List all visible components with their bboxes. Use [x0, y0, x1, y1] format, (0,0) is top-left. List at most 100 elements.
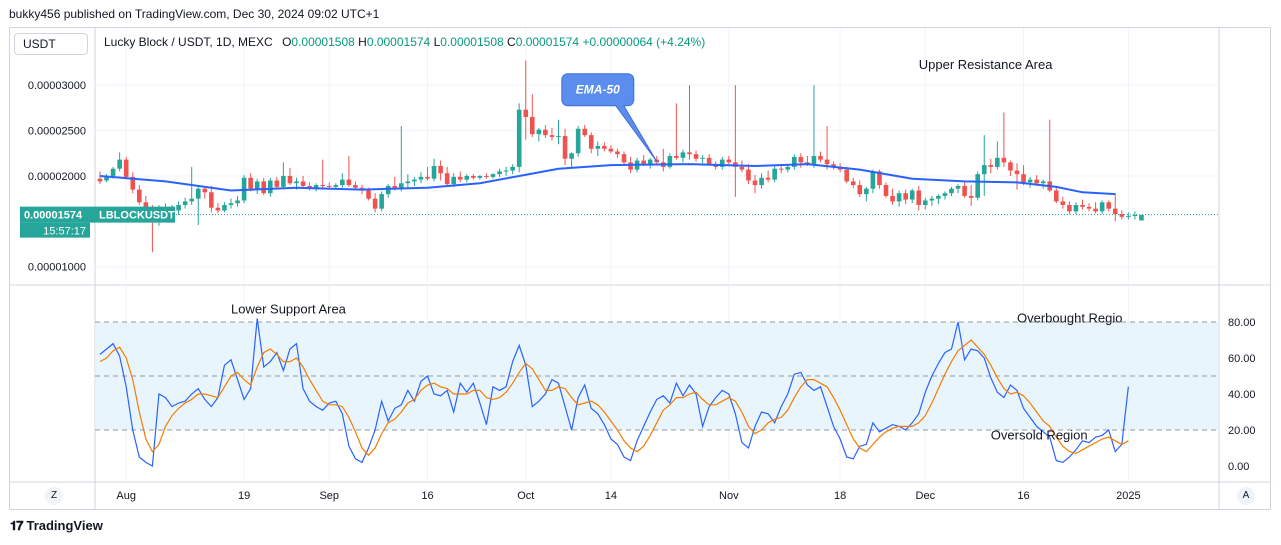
- candle-body: [471, 175, 476, 178]
- candle-body: [215, 207, 221, 211]
- candle-body: [202, 188, 208, 193]
- candle-body: [1040, 181, 1046, 184]
- candle-body: [818, 156, 823, 160]
- candle-body: [877, 171, 882, 186]
- oscillator-band: [95, 214, 1219, 431]
- candle-body: [955, 185, 961, 189]
- oscillator-series-line: [99, 339, 1129, 457]
- candle-body: [693, 154, 699, 159]
- candle-body: [726, 159, 732, 163]
- time-tick-label: Oct: [517, 490, 534, 502]
- candle-body: [857, 185, 863, 195]
- candle-body: [281, 175, 286, 187]
- candle-body: [1001, 157, 1007, 163]
- candle-body: [405, 181, 411, 184]
- time-tick-label: 16: [1017, 490, 1029, 502]
- candle-body: [392, 185, 398, 188]
- candle-body: [418, 176, 424, 180]
- time-tick-label: Sep: [319, 490, 339, 502]
- candle-body: [1060, 201, 1066, 206]
- candle-body: [824, 159, 830, 165]
- ema50-callout-label: EMA-50: [576, 83, 620, 97]
- candle-body: [615, 151, 620, 155]
- candle-body: [667, 156, 673, 167]
- oscillator-axis-ticks: 80.00 60.00 40.00 20.00 0.00: [1228, 317, 1256, 473]
- candle-body: [772, 168, 777, 180]
- auto-scale-right-button[interactable]: A: [1237, 487, 1255, 505]
- candle-body: [1027, 179, 1033, 183]
- tradingview-brand: TradingView: [26, 518, 103, 533]
- candle-body: [228, 203, 234, 206]
- time-tick-label: Nov: [719, 490, 739, 502]
- candle-body: [1099, 202, 1105, 212]
- currency-button[interactable]: USDT: [14, 33, 88, 55]
- candle-body: [261, 181, 267, 194]
- candle-body: [346, 179, 352, 186]
- candle-body: [451, 176, 456, 185]
- candle-body: [320, 185, 325, 187]
- candle-body: [831, 164, 836, 167]
- candle-body: [503, 170, 509, 172]
- ohlc-legend: Lucky Block / USDT, 1D, MEXC O0.00001508…: [104, 35, 705, 49]
- oscillator-tick-label: 40.00: [1228, 389, 1256, 401]
- candle-body: [222, 205, 227, 211]
- candle-body: [464, 175, 470, 180]
- candle-body: [130, 176, 136, 190]
- candle-body: [739, 166, 745, 170]
- candle-body: [1139, 215, 1144, 221]
- candle-body: [785, 166, 791, 170]
- candle-body: [719, 159, 725, 167]
- candle-body: [287, 175, 293, 184]
- candle-body: [1126, 215, 1131, 217]
- candle-body: [975, 174, 980, 198]
- time-tick-label: 14: [605, 490, 617, 502]
- time-tick-label: 16: [421, 490, 433, 502]
- price-label-box: [20, 206, 175, 223]
- legend-symbol: Lucky Block / USDT, 1D, MEXC: [104, 35, 273, 49]
- candle-body: [562, 136, 568, 159]
- candle-body: [543, 129, 548, 136]
- candle-body: [431, 165, 437, 179]
- time-tick-label: 2025: [1116, 490, 1140, 502]
- candle-body: [647, 159, 653, 165]
- countdown-box: [20, 222, 90, 238]
- candle-body: [962, 185, 967, 196]
- candle-body: [680, 152, 686, 158]
- candle-body: [1112, 208, 1118, 215]
- candle-body: [844, 169, 849, 182]
- candle-body: [608, 148, 614, 152]
- tradingview-logo[interactable]: 𝟏𝟕 TradingView: [10, 518, 103, 534]
- candle-body: [536, 129, 542, 135]
- candle-body: [340, 179, 345, 186]
- price-tick-label: 0.00001000: [28, 262, 86, 274]
- candle-body: [182, 201, 188, 206]
- candle-body: [687, 152, 692, 155]
- candle-body: [700, 157, 705, 159]
- candle-body: [713, 165, 718, 167]
- candle-body: [1119, 214, 1125, 217]
- candle-body: [595, 146, 601, 149]
- candle-body: [385, 185, 391, 195]
- candle-body: [438, 165, 443, 174]
- price-tick-label: 0.00003000: [28, 80, 86, 92]
- candle-body: [850, 181, 856, 186]
- candle-body: [372, 198, 378, 209]
- price-tick-label: 0.00002500: [28, 126, 86, 138]
- candle-body: [143, 202, 149, 211]
- legend-high: 0.00001574: [366, 35, 431, 49]
- candle-body: [104, 175, 109, 181]
- legend-close-label: C: [507, 35, 516, 49]
- auto-scale-left-button[interactable]: Z: [45, 487, 63, 505]
- candle-body: [457, 176, 463, 180]
- time-tick-label: Dec: [916, 490, 936, 502]
- legend-open: 0.00001508: [291, 35, 355, 49]
- candle-body: [477, 175, 483, 178]
- candle-body: [1067, 205, 1072, 212]
- candle-body: [923, 200, 928, 206]
- candle-body: [870, 171, 876, 189]
- candle-body: [949, 188, 954, 194]
- legend-high-label: H: [358, 35, 367, 49]
- candle-body: [490, 174, 496, 177]
- price-axis-ticks: 0.00003000 0.00002500 0.00002000 0.00001000…: [20, 80, 175, 274]
